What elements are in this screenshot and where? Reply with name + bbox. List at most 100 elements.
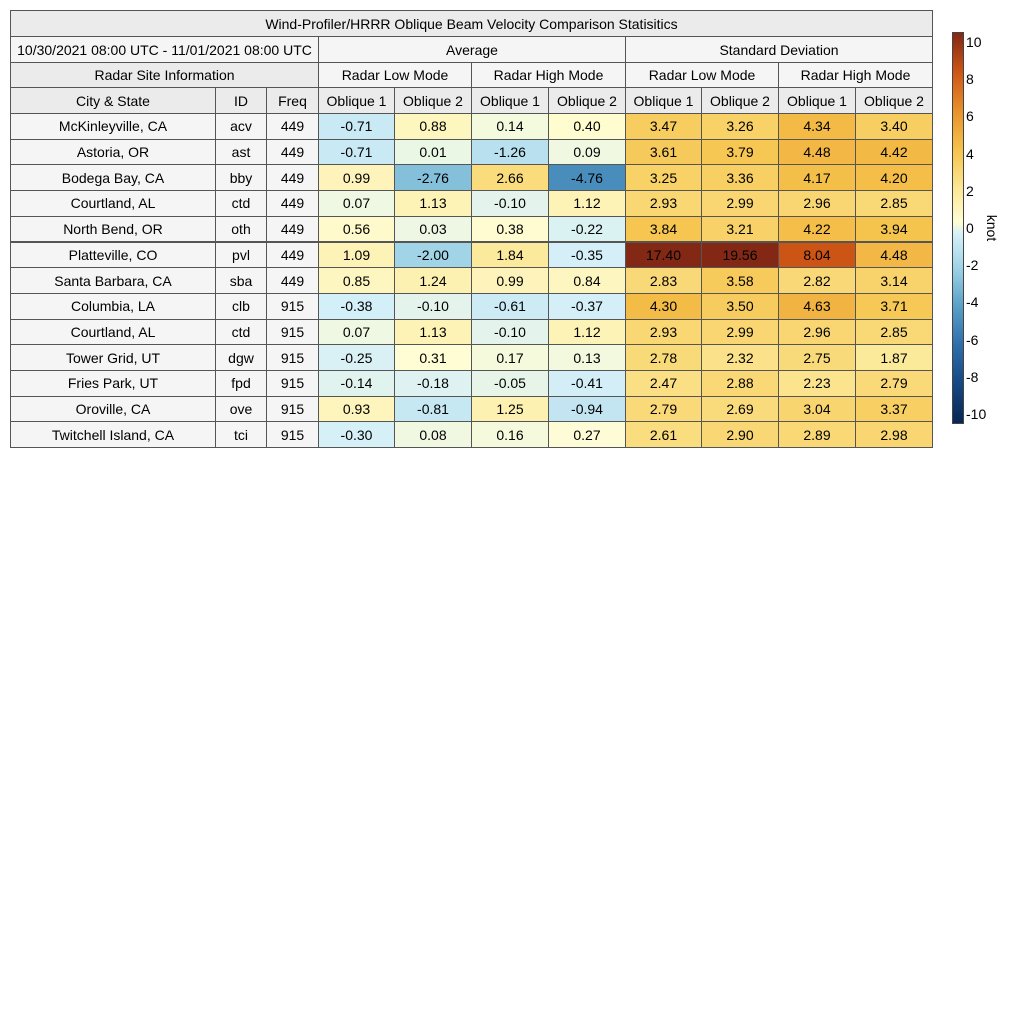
table-row-freq: 449 (266, 138, 319, 166)
data-cell: 8.04 (778, 241, 856, 269)
table-row-id: ast (215, 138, 267, 166)
data-cell: 1.13 (394, 318, 472, 346)
data-cell: -0.05 (471, 370, 549, 397)
data-cell: 3.25 (625, 164, 702, 192)
colorbar-tick-label: -2 (966, 257, 979, 274)
table-row-id: sba (215, 267, 267, 294)
data-cell: 3.94 (855, 215, 933, 243)
table-row-freq: 449 (266, 241, 319, 269)
column-header: ID (215, 87, 267, 114)
table-row-id: bby (215, 164, 267, 192)
data-cell: 0.08 (394, 421, 472, 449)
table-row-id: fpd (215, 370, 267, 397)
data-cell: 4.63 (778, 292, 856, 320)
data-cell: 0.84 (548, 267, 626, 294)
group-header-std: Standard Deviation (625, 36, 933, 63)
data-cell: 3.61 (625, 138, 702, 166)
table-row-freq: 449 (266, 267, 319, 294)
table-row-id: ctd (215, 318, 267, 346)
table-row-freq: 915 (266, 292, 319, 320)
colorbar-tick-label: -6 (966, 331, 979, 348)
data-cell: 2.96 (778, 190, 856, 217)
data-cell: 0.16 (471, 421, 549, 449)
table-row-city: McKinleyville, CA (10, 113, 216, 140)
column-header: City & State (10, 87, 216, 114)
table-row-city: Tower Grid, UT (10, 344, 216, 371)
table-row-city: Bodega Bay, CA (10, 164, 216, 192)
data-cell: 17.40 (625, 241, 702, 269)
data-cell: -0.22 (548, 215, 626, 243)
data-cell: 2.47 (625, 370, 702, 397)
data-cell: 2.99 (701, 318, 779, 346)
data-cell: -0.10 (394, 292, 472, 320)
data-cell: -0.71 (318, 138, 395, 166)
data-cell: 3.58 (701, 267, 779, 294)
data-cell: -1.26 (471, 138, 549, 166)
data-cell: 0.07 (318, 318, 395, 346)
colorbar-tick-label: -4 (966, 294, 979, 311)
data-cell: 1.13 (394, 190, 472, 217)
colorbar-tick-label: -10 (966, 406, 987, 422)
colorbar-tick-label: -8 (966, 368, 979, 385)
data-cell: 1.25 (471, 395, 549, 423)
column-header: Freq (266, 87, 319, 114)
table-row-city: Courtland, AL (10, 318, 216, 346)
data-cell: -0.35 (548, 241, 626, 269)
mode-header: Radar Low Mode (625, 62, 779, 88)
table-row-city: Astoria, OR (10, 138, 216, 166)
data-cell: -2.00 (394, 241, 472, 269)
data-cell: 2.66 (471, 164, 549, 192)
table-row-id: acv (215, 113, 267, 140)
column-header: Oblique 2 (394, 87, 472, 114)
colorbar-tick-label: 0 (966, 220, 974, 236)
table-row-city: Courtland, AL (10, 190, 216, 217)
column-header: Oblique 2 (701, 87, 779, 114)
data-cell: 0.01 (394, 138, 472, 166)
data-cell: 0.99 (471, 267, 549, 294)
data-cell: 0.56 (318, 215, 395, 243)
table-row-id: pvl (215, 241, 267, 269)
colorbar-unit-label: knot (984, 214, 1000, 242)
mode-header: Radar Low Mode (318, 62, 472, 88)
data-cell: 2.99 (701, 190, 779, 217)
table-row-city: Columbia, LA (10, 292, 216, 320)
data-cell: -4.76 (548, 164, 626, 192)
data-cell: 3.36 (701, 164, 779, 192)
data-cell: 1.87 (855, 344, 933, 371)
data-cell: 4.48 (855, 241, 933, 269)
data-cell: 1.09 (318, 241, 395, 269)
data-cell: -0.14 (318, 370, 395, 397)
table-row-city: Twitchell Island, CA (10, 421, 216, 449)
data-cell: -0.18 (394, 370, 472, 397)
data-cell: 2.90 (701, 421, 779, 449)
table-row-freq: 915 (266, 395, 319, 423)
table-row-freq: 449 (266, 113, 319, 140)
colorbar-tick-label: 4 (966, 145, 974, 162)
data-cell: 4.34 (778, 113, 856, 140)
data-cell: -0.41 (548, 370, 626, 397)
data-cell: 2.78 (625, 344, 702, 371)
date-range: 10/30/2021 08:00 UTC - 11/01/2021 08:00 … (10, 36, 319, 63)
data-cell: 0.99 (318, 164, 395, 192)
data-cell: 4.20 (855, 164, 933, 192)
data-cell: 3.37 (855, 395, 933, 423)
colorbar-tick-label: 6 (966, 108, 974, 125)
data-cell: 0.31 (394, 344, 472, 371)
table-title: Wind-Profiler/HRRR Oblique Beam Velocity… (10, 10, 933, 37)
data-cell: -0.71 (318, 113, 395, 140)
data-cell: 0.38 (471, 215, 549, 243)
data-cell: 2.93 (625, 190, 702, 217)
data-cell: -0.25 (318, 344, 395, 371)
data-cell: 2.88 (701, 370, 779, 397)
mode-header: Radar High Mode (778, 62, 933, 88)
data-cell: 0.93 (318, 395, 395, 423)
data-cell: 0.17 (471, 344, 549, 371)
data-cell: 1.12 (548, 190, 626, 217)
column-header: Oblique 1 (318, 87, 395, 114)
table-row-id: oth (215, 215, 267, 243)
table-row-freq: 449 (266, 164, 319, 192)
column-header: Oblique 1 (778, 87, 856, 114)
table-row-id: ctd (215, 190, 267, 217)
data-cell: 2.61 (625, 421, 702, 449)
data-cell: 3.40 (855, 113, 933, 140)
